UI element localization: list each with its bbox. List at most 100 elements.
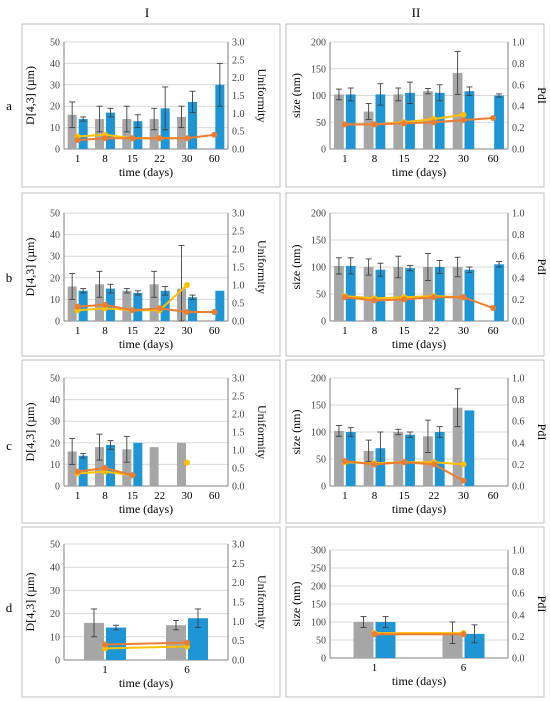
series-point-orange-1 (341, 458, 348, 465)
x-tick-label: 6 (461, 662, 467, 674)
y2-axis-label: PdI (535, 424, 549, 441)
column-header-II: II (412, 5, 421, 20)
bar-blue-8 (106, 288, 116, 321)
y2-tick-label: 0.4 (512, 438, 525, 449)
bar-grey-1 (334, 265, 344, 321)
bar-grey-8 (363, 450, 374, 486)
bar-grey-1 (353, 622, 374, 658)
y-tick-label: 20 (50, 438, 60, 449)
series-point-orange-8 (102, 135, 108, 142)
bar-grey-15 (393, 267, 404, 321)
panel-frame (285, 192, 545, 357)
bar-blue-1 (78, 119, 88, 149)
column-header-I: I (145, 5, 149, 20)
y-axis-label: size (nm) (289, 582, 303, 627)
y2-tick-label: 0.2 (512, 632, 525, 643)
bar-grey-22 (423, 267, 433, 321)
x-tick-label: 22 (428, 325, 439, 337)
x-tick-label: 30 (458, 490, 470, 502)
y-axis-label: D[4,3] (µm) (23, 66, 37, 125)
y-tick-label: 30 (50, 252, 60, 263)
x-tick-label: 15 (399, 490, 411, 502)
x-tick-label: 22 (428, 153, 439, 165)
y-tick-label: 30 (50, 586, 60, 597)
y2-tick-label: 1.0 (512, 374, 525, 385)
y2-tick-label: 1.0 (232, 617, 245, 628)
chart-panel-d-II: 0 50 100 150 200 250 300 0.0 0.2 0.4 0.6 0.8 1.0 1 6 ti… (285, 526, 549, 698)
row-label-c: c (6, 438, 12, 453)
bar-grey-30 (176, 442, 186, 486)
bar-grey-22 (149, 119, 159, 149)
y2-tick-label: 0.0 (512, 145, 525, 156)
bar-grey-22 (149, 284, 159, 321)
y-tick-label: 50 (50, 540, 60, 551)
y2-tick-label: 0.6 (512, 589, 525, 600)
y2-tick-label: 1.5 (232, 91, 245, 102)
bar-grey-8 (94, 284, 104, 321)
bar-blue-8 (106, 112, 116, 149)
series-point-orange-15 (401, 459, 408, 466)
bar-grey-30 (452, 73, 463, 149)
y2-tick-label: 2.0 (232, 73, 245, 84)
series-point-orange-1 (341, 294, 348, 301)
bar-blue-22 (434, 267, 445, 321)
x-tick-label: 30 (182, 153, 194, 165)
x-tick-label: 1 (75, 490, 81, 502)
x-tick-label: 6 (184, 664, 190, 676)
y-tick-label: 50 (316, 636, 326, 647)
series-point-orange-30 (184, 135, 190, 142)
y-tick-label: 150 (311, 600, 326, 611)
x-tick-label: 15 (399, 325, 411, 337)
y2-tick-label: 3.0 (232, 540, 245, 551)
y2-tick-label: 0.4 (512, 273, 525, 284)
y-tick-label: 100 (311, 263, 326, 274)
bar-blue-6 (188, 618, 208, 660)
y2-tick-label: 0.8 (512, 59, 525, 70)
y-axis-label: size (nm) (289, 410, 303, 455)
bar-grey-1 (334, 430, 344, 486)
series-point-yellow-30 (460, 461, 467, 468)
x-tick-label: 30 (458, 325, 470, 337)
x-axis-label: time (days) (119, 165, 173, 179)
series-point-orange-15 (401, 296, 408, 303)
bar-grey-1 (84, 622, 104, 660)
bar-grey-8 (94, 447, 104, 486)
x-axis-label: time (days) (119, 337, 173, 351)
bar-grey-15 (393, 432, 404, 486)
y-tick-label: 30 (50, 417, 60, 428)
chart-panel-b-II: 0 50 100 150 200 0.0 0.2 0.4 0.6 0.8 1.0 1 8 15 22 30 60… (285, 192, 549, 357)
x-tick-label: 8 (102, 325, 108, 337)
y-tick-label: 200 (311, 38, 326, 49)
bar-grey-6 (442, 632, 463, 658)
x-axis-label: time (days) (392, 165, 446, 179)
panel-frame (21, 526, 281, 698)
x-tick-label: 1 (342, 153, 348, 165)
row-label-d: d (6, 600, 13, 615)
series-point-orange-15 (401, 120, 408, 127)
chart-panel-b-I: 0 10 20 30 40 50 0.0 0.5 1.0 1.5 2.0 2.5 3.0 1 8 15 22 30… (21, 192, 281, 357)
x-tick-label: 60 (209, 325, 221, 337)
y-tick-label: 0 (321, 482, 326, 493)
y-tick-label: 30 (50, 80, 60, 91)
x-axis-label: time (days) (392, 502, 446, 516)
bar-blue-60 (494, 95, 504, 149)
x-tick-label: 8 (102, 153, 108, 165)
x-tick-label: 60 (209, 490, 221, 502)
bar-blue-8 (375, 448, 386, 486)
series-point-orange-15 (129, 135, 136, 142)
y2-tick-label: 3.0 (232, 209, 245, 220)
x-tick-label: 15 (127, 325, 139, 337)
y-axis-label: D[4,3] (µm) (23, 238, 37, 297)
series-point-orange-8 (371, 461, 378, 468)
y2-tick-label: 2.0 (232, 410, 245, 421)
y2-tick-label: 2.0 (232, 578, 245, 589)
y-tick-label: 150 (311, 401, 326, 412)
panel-frame (285, 23, 545, 188)
series-point-orange-22 (156, 135, 163, 142)
y2-tick-label: 0.0 (512, 317, 525, 328)
y-tick-label: 50 (50, 38, 60, 49)
y2-tick-label: 0.0 (512, 654, 525, 665)
x-tick-label: 60 (488, 153, 500, 165)
x-tick-label: 8 (372, 153, 378, 165)
x-tick-label: 8 (102, 490, 108, 502)
